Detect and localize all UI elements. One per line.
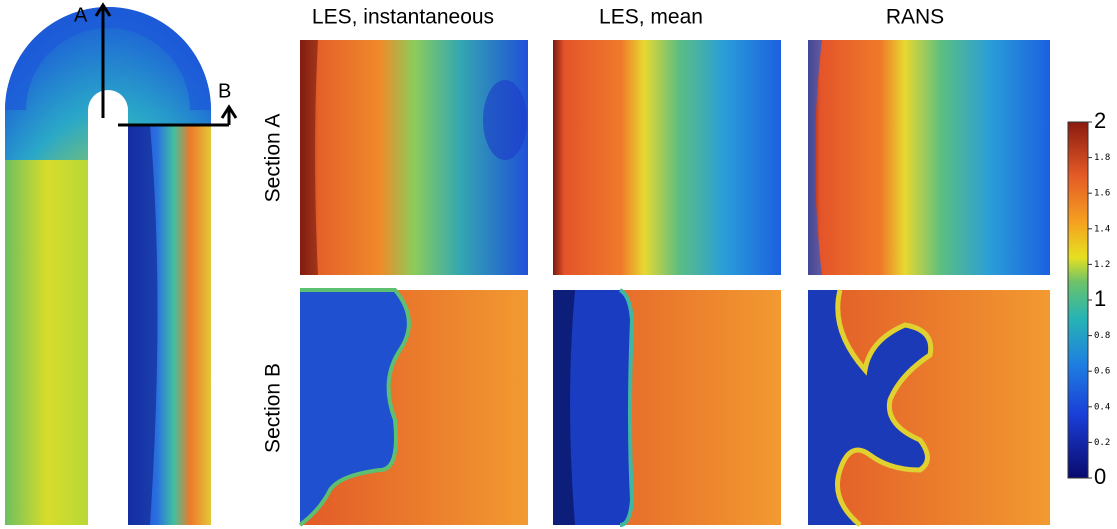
panel (808, 290, 1050, 525)
colorbar-tick-label: 2 (1094, 108, 1106, 133)
colorbar-tick-label: 1.4 (1094, 224, 1110, 234)
colorbar-tick-label: 0 (1094, 464, 1106, 489)
row-label: Section B (262, 363, 285, 453)
panel (553, 40, 781, 275)
colorbar-tick-label: 0.8 (1094, 331, 1110, 341)
colorbar-tick-label: 0.6 (1094, 367, 1110, 377)
colorbar-tick-label: 1.2 (1094, 260, 1110, 270)
panel (553, 290, 781, 525)
panel (808, 40, 1050, 275)
row-label: Section A (262, 114, 285, 203)
column-title: LES, mean (599, 6, 703, 29)
colorbar-tick-label: 1 (1094, 286, 1106, 311)
colorbar-tick-label: 1.6 (1094, 189, 1110, 199)
colorbar-tick-label: 0.4 (1094, 402, 1110, 412)
u-bend: A B (5, 4, 236, 525)
column-title: RANS (886, 6, 944, 29)
colorbar-tick-label: 1.8 (1094, 153, 1110, 163)
marker-a: A (74, 4, 88, 26)
colorbar-tick-label: 0.2 (1094, 438, 1110, 448)
colorbar (1068, 122, 1088, 478)
column-title: LES, instantaneous (312, 6, 494, 29)
figure: A B LES, instantaneous LES, mean RANS Se… (0, 0, 1117, 529)
panel (300, 290, 528, 525)
panel (300, 40, 528, 275)
marker-b: B (218, 80, 231, 102)
